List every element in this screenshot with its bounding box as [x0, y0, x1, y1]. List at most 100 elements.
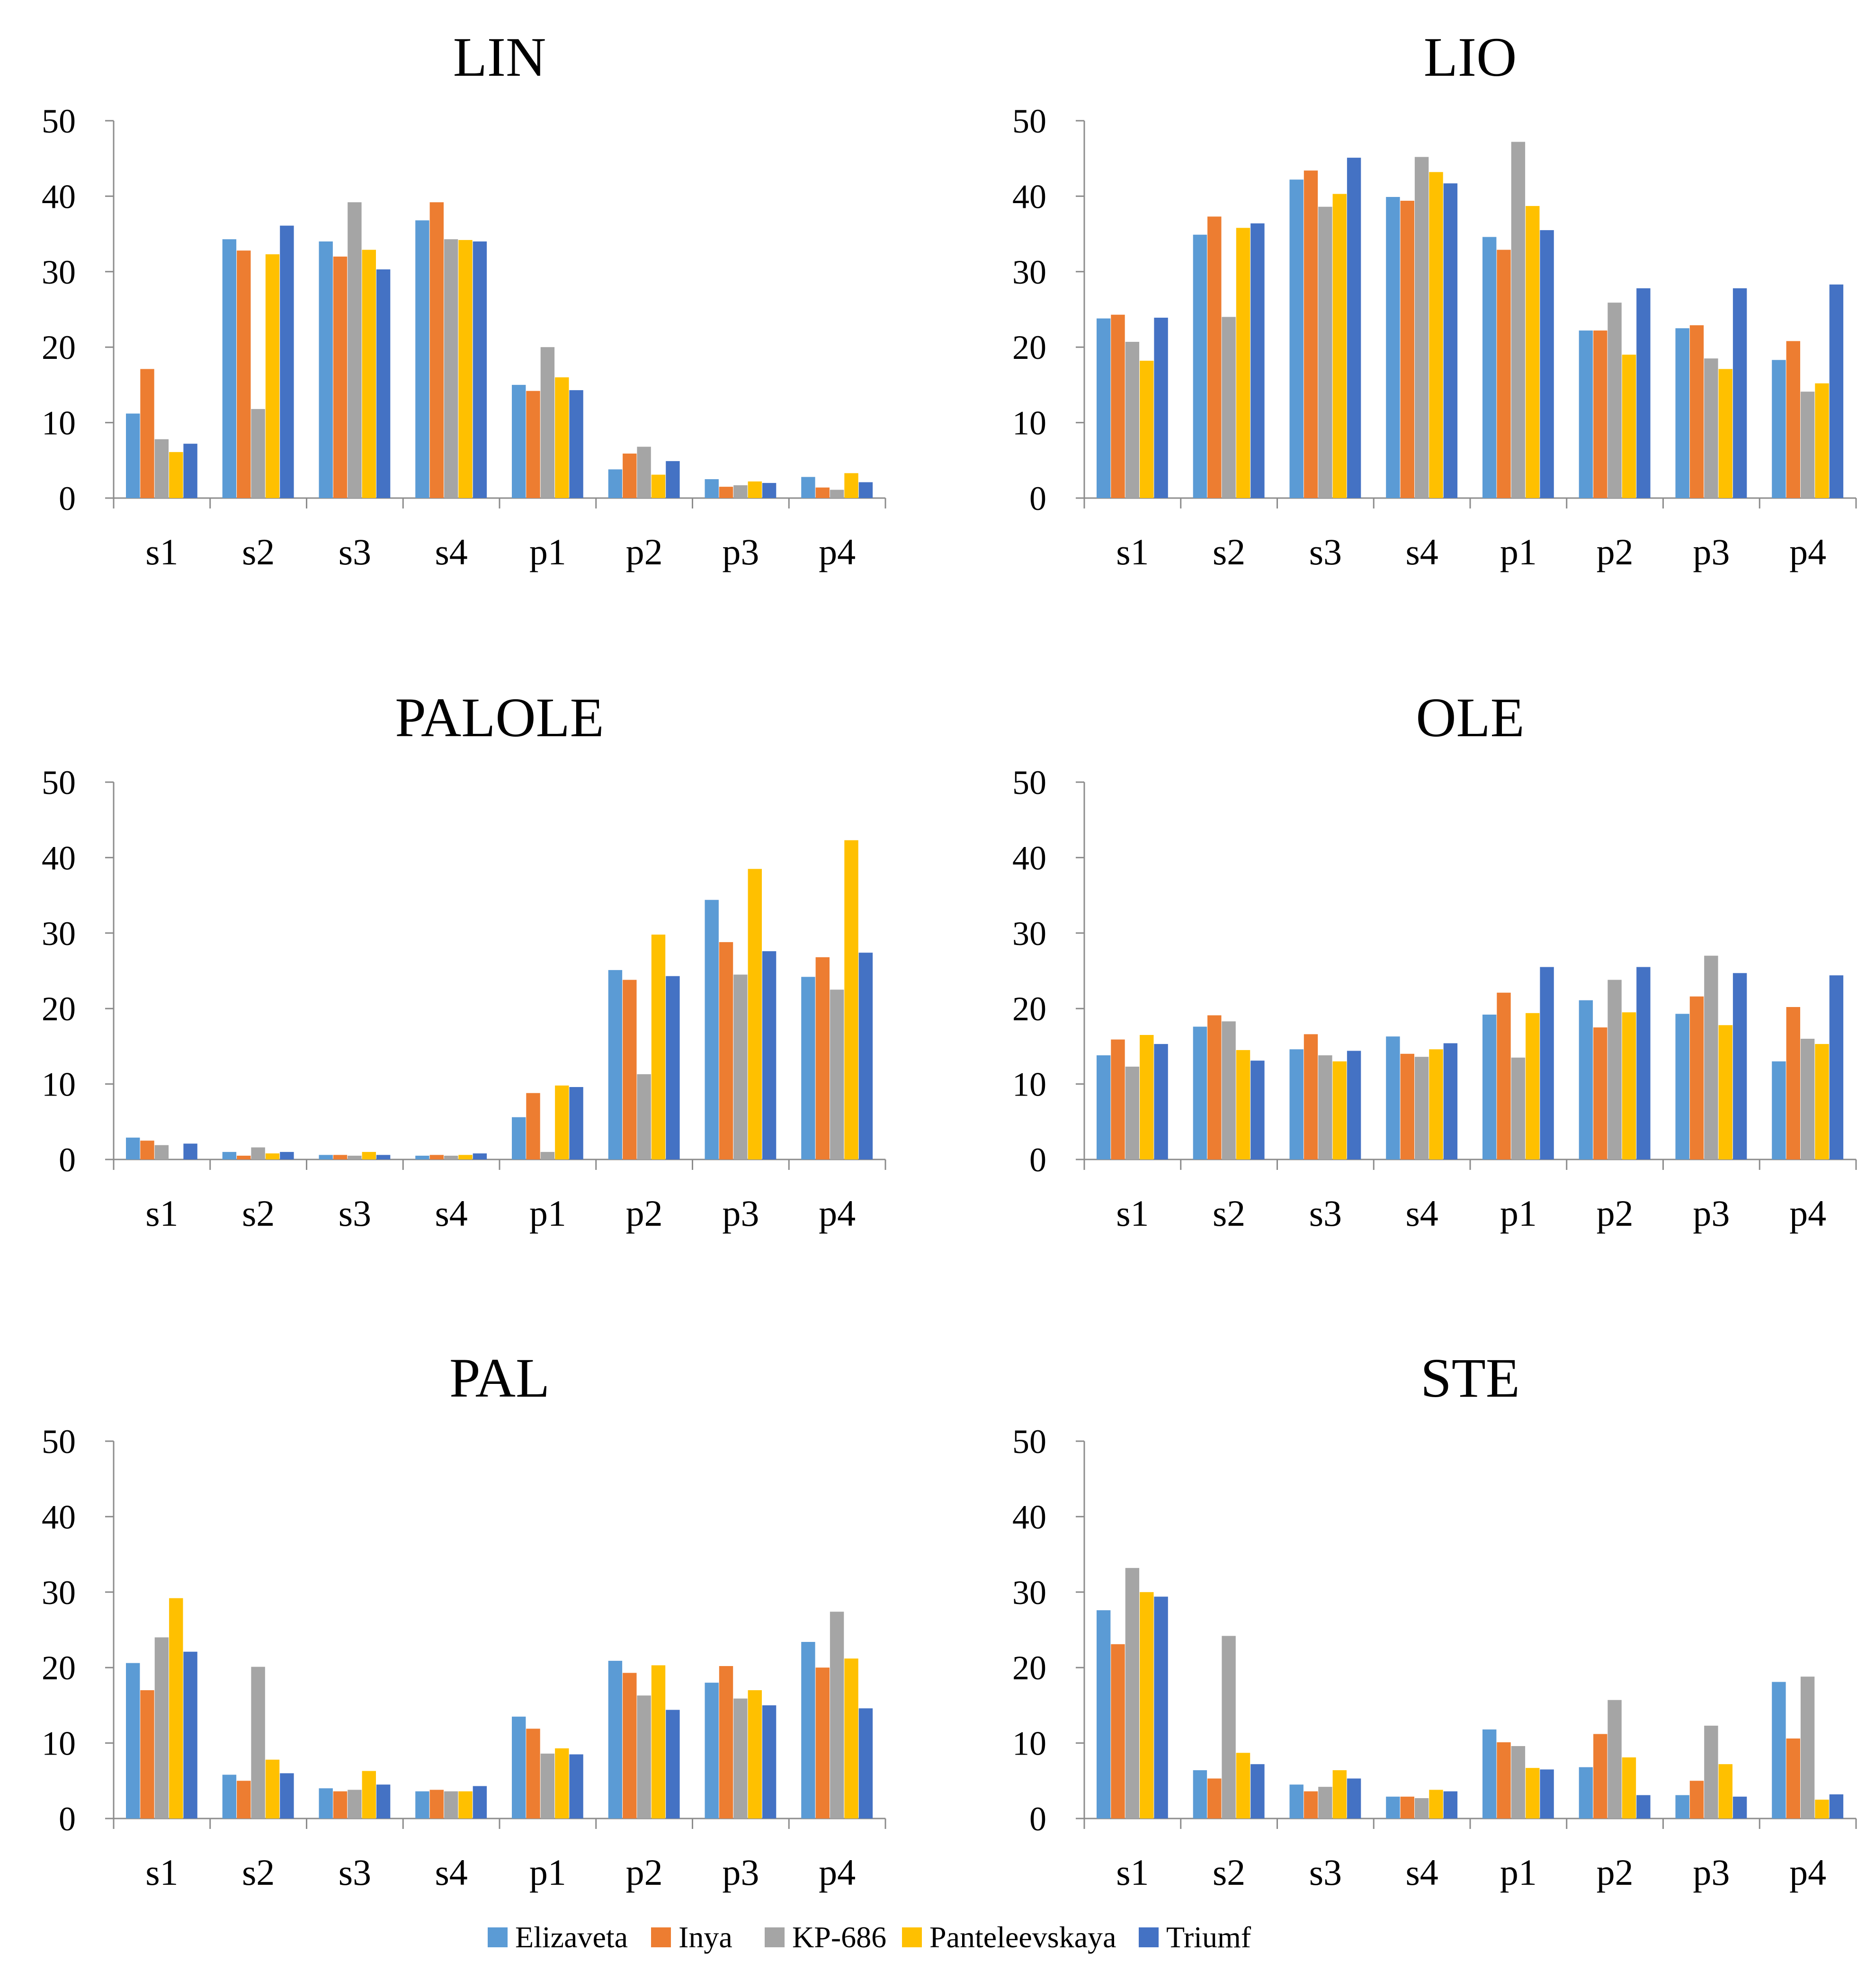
- bar-kp-686-s1: [154, 1145, 169, 1159]
- y-tick-label: 0: [1029, 480, 1046, 517]
- bar-kp-686-p2: [637, 1695, 651, 1819]
- bar-inya-p2: [623, 1673, 637, 1819]
- bar-inya-s1: [1111, 1644, 1125, 1819]
- bar-triumf-p4: [1829, 975, 1844, 1159]
- bar-kp-686-p4: [1800, 392, 1815, 498]
- bar-elizaveta-p4: [801, 477, 815, 498]
- bar-panteleevskaya-s1: [169, 1598, 183, 1819]
- bar-elizaveta-s1: [126, 413, 140, 498]
- chart-title: PALOLE: [395, 686, 604, 749]
- bar-kp-686-s4: [1414, 1798, 1429, 1819]
- bar-triumf-p4: [858, 482, 873, 498]
- bar-panteleevskaya-s4: [1429, 1049, 1443, 1159]
- bar-panteleevskaya-s4: [1429, 1790, 1443, 1819]
- bar-triumf-p3: [1732, 288, 1747, 498]
- bar-elizaveta-s3: [1289, 1049, 1304, 1159]
- bar-kp-686-p2: [1607, 980, 1622, 1159]
- bar-elizaveta-s4: [1386, 1796, 1400, 1819]
- y-tick-label: 50: [42, 1423, 76, 1461]
- bar-elizaveta-s3: [319, 1155, 333, 1159]
- bar-triumf-p2: [666, 976, 680, 1159]
- bar-kp-686-p3: [1704, 955, 1718, 1159]
- bar-panteleevskaya-p1: [1526, 1013, 1540, 1159]
- bar-kp-686-s1: [154, 439, 169, 498]
- bar-kp-686-p3: [1704, 1725, 1718, 1819]
- bar-triumf-s4: [1443, 183, 1458, 498]
- bar-inya-s3: [333, 256, 348, 498]
- bar-inya-s4: [429, 1155, 444, 1159]
- bar-elizaveta-s2: [1193, 1770, 1207, 1819]
- bar-kp-686-p2: [1607, 1700, 1622, 1819]
- bar-kp-686-s3: [1318, 206, 1332, 498]
- y-tick-label: 40: [42, 1498, 76, 1536]
- bar-inya-p1: [526, 1729, 540, 1819]
- bar-elizaveta-s4: [415, 1156, 429, 1159]
- bar-triumf-s2: [280, 1773, 294, 1819]
- bar-inya-s4: [1400, 201, 1414, 498]
- bar-panteleevskaya-s2: [265, 1153, 280, 1159]
- bar-elizaveta-p4: [801, 1642, 815, 1819]
- chart-palole: PALOLE 0 10 20 30 40 50 s1 s2 s3 s4 p1 p2 p3 p4: [42, 686, 886, 1234]
- bar-panteleevskaya-s1: [169, 452, 183, 498]
- legend-label-elizaveta: Elizaveta: [515, 1920, 628, 1954]
- y-tick-label: 30: [1012, 253, 1046, 291]
- x-category-label: s3: [1309, 1852, 1342, 1893]
- bar-inya-p3: [719, 1666, 733, 1819]
- bar-triumf-s4: [473, 241, 487, 498]
- bar-kp-686-s3: [348, 202, 362, 498]
- bar-triumf-p2: [666, 1710, 680, 1819]
- bar-kp-686-s2: [251, 1667, 265, 1819]
- bar-elizaveta-p4: [1772, 1061, 1786, 1159]
- bar-inya-p2: [1593, 1027, 1607, 1159]
- legend-label-triumf: Triumf: [1166, 1920, 1251, 1954]
- bar-panteleevskaya-s3: [362, 1771, 376, 1819]
- legend-swatch-inya: [651, 1927, 671, 1947]
- y-tick-label: 20: [42, 990, 76, 1028]
- bar-triumf-s2: [280, 225, 294, 499]
- bar-kp-686-p2: [637, 446, 651, 498]
- bar-kp-686-p4: [830, 1612, 844, 1819]
- bar-elizaveta-p2: [608, 970, 623, 1159]
- x-category-label: p2: [1597, 531, 1634, 572]
- bar-triumf-s3: [1347, 158, 1361, 499]
- bar-inya-s4: [429, 202, 444, 498]
- y-tick-label: 40: [1012, 1498, 1046, 1536]
- x-category-label: p1: [1500, 1852, 1537, 1893]
- x-category-label: s2: [1213, 1852, 1245, 1893]
- bar-panteleevskaya-s3: [362, 1152, 376, 1159]
- bar-panteleevskaya-s2: [265, 254, 280, 498]
- x-category-label: s3: [1309, 1193, 1342, 1234]
- bar-elizaveta-p1: [512, 384, 526, 498]
- bar-triumf-p1: [569, 1087, 583, 1159]
- y-tick-label: 20: [1012, 990, 1046, 1028]
- bar-triumf-s1: [1154, 318, 1168, 498]
- bar-triumf-p1: [1540, 230, 1554, 499]
- bar-panteleevskaya-p1: [555, 377, 569, 498]
- bar-elizaveta-p1: [1482, 1015, 1497, 1159]
- bar-elizaveta-p2: [1579, 330, 1593, 498]
- bar-panteleevskaya-p1: [1526, 1768, 1540, 1819]
- bar-elizaveta-s3: [1289, 179, 1304, 498]
- y-tick-label: 30: [42, 253, 76, 291]
- x-category-label: s1: [145, 531, 178, 572]
- x-category-label: s2: [242, 1852, 275, 1893]
- bar-kp-686-p1: [540, 347, 555, 498]
- chart-pal: PAL 0 10 20 30 40 50 s1 s2 s3 s4 p1 p2 p3 p4: [42, 1347, 886, 1893]
- bar-panteleevskaya-p3: [1718, 1025, 1732, 1159]
- bar-triumf-p4: [858, 1708, 873, 1819]
- bar-elizaveta-p1: [512, 1117, 526, 1159]
- bar-kp-686-p1: [540, 1753, 555, 1819]
- y-tick-label: 0: [1029, 1141, 1046, 1179]
- bar-inya-p2: [1593, 330, 1607, 498]
- legend-label-panteleevskaya: Panteleevskaya: [929, 1920, 1116, 1954]
- bar-triumf-s3: [1347, 1778, 1361, 1819]
- bar-elizaveta-p3: [1675, 328, 1689, 498]
- x-category-label: p3: [722, 1193, 759, 1234]
- bar-inya-p3: [719, 487, 733, 498]
- y-tick-label: 50: [1012, 102, 1046, 140]
- x-category-label: s3: [339, 1193, 371, 1234]
- bar-panteleevskaya-p1: [555, 1085, 569, 1159]
- x-category-label: s3: [339, 1852, 371, 1893]
- bar-panteleevskaya-p2: [1622, 1012, 1636, 1159]
- bar-inya-s4: [1400, 1053, 1414, 1159]
